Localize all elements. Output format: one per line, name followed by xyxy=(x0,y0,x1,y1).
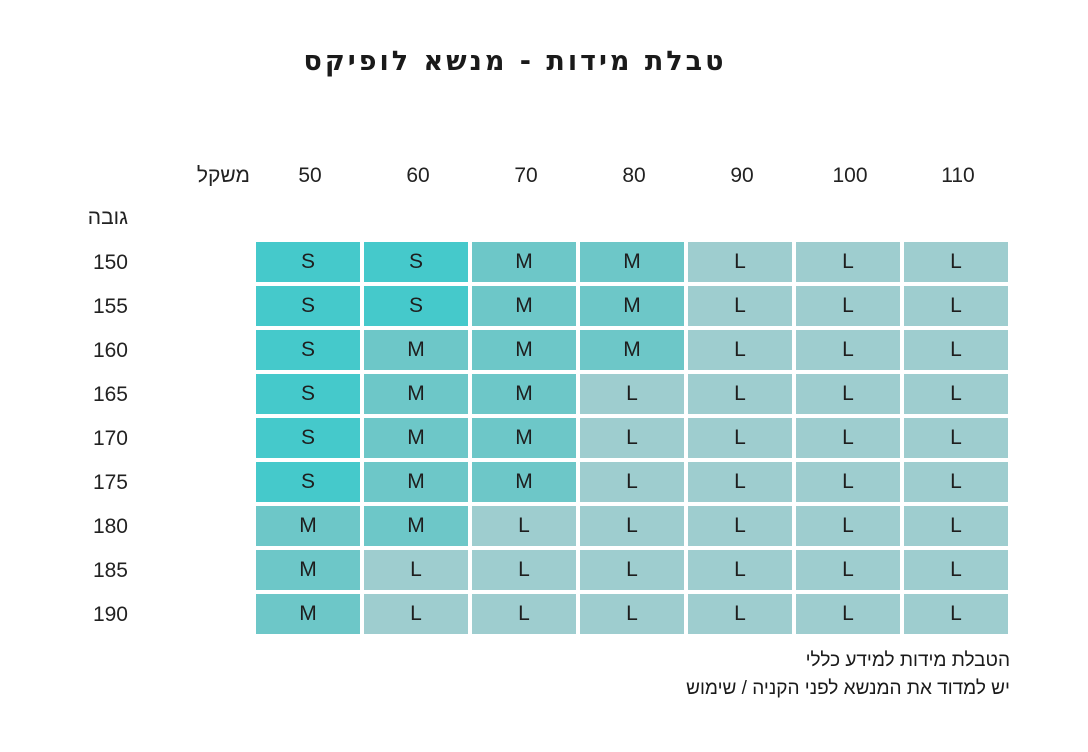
size-cell: L xyxy=(796,462,900,502)
page-title: טבלת מידות - מנשא לופיקס xyxy=(303,46,727,77)
size-cell: M xyxy=(364,462,468,502)
size-cell: S xyxy=(256,330,360,370)
size-cell: L xyxy=(472,506,576,546)
size-cell: M xyxy=(472,374,576,414)
size-cell: L xyxy=(796,594,900,634)
size-cell: L xyxy=(904,506,1008,546)
size-cell: L xyxy=(580,462,684,502)
weight-column-header: 50 xyxy=(298,164,322,187)
size-cell: M xyxy=(256,506,360,546)
size-cell: M xyxy=(580,242,684,282)
size-cell: L xyxy=(796,242,900,282)
size-cell: L xyxy=(472,550,576,590)
size-cell: L xyxy=(688,550,792,590)
weight-column-header: 60 xyxy=(406,164,430,187)
height-row-header: 155 xyxy=(92,295,128,318)
height-row-header: 180 xyxy=(92,515,128,538)
size-cell: L xyxy=(688,418,792,458)
size-cell: L xyxy=(688,374,792,414)
size-cell: L xyxy=(688,242,792,282)
weight-column-header: 80 xyxy=(622,164,646,187)
note-general-info: הטבלת מידות למידע כללי xyxy=(805,650,1010,671)
size-cell: M xyxy=(256,550,360,590)
size-cell: M xyxy=(472,286,576,326)
size-cell: M xyxy=(472,418,576,458)
size-cell: M xyxy=(256,594,360,634)
size-cell: L xyxy=(364,550,468,590)
size-cell: S xyxy=(364,242,468,282)
height-row-header: 160 xyxy=(92,339,128,362)
size-cell: L xyxy=(580,418,684,458)
height-row-header: 165 xyxy=(92,383,128,406)
size-cell: L xyxy=(904,418,1008,458)
weight-column-header: 90 xyxy=(730,164,754,187)
size-cell: M xyxy=(580,330,684,370)
size-cell: L xyxy=(688,594,792,634)
size-cell: L xyxy=(796,374,900,414)
size-cell: L xyxy=(796,506,900,546)
weight-column-header: 70 xyxy=(514,164,538,187)
size-cell: S xyxy=(256,286,360,326)
height-row-header: 190 xyxy=(92,603,128,626)
size-cell: L xyxy=(688,506,792,546)
size-cell: L xyxy=(904,286,1008,326)
weight-column-header: 100 xyxy=(832,164,868,187)
size-cell: M xyxy=(580,286,684,326)
height-row-header: 185 xyxy=(92,559,128,582)
size-cell: S xyxy=(256,462,360,502)
height-row-header: 175 xyxy=(92,471,128,494)
height-axis-label: גובה xyxy=(87,206,128,229)
size-cell: L xyxy=(796,550,900,590)
size-cell: L xyxy=(796,330,900,370)
size-cell: L xyxy=(688,286,792,326)
size-cell: L xyxy=(364,594,468,634)
size-cell: M xyxy=(364,374,468,414)
weight-column-header: 110 xyxy=(941,164,975,187)
size-cell: L xyxy=(904,550,1008,590)
size-cell: L xyxy=(688,462,792,502)
size-cell: L xyxy=(796,286,900,326)
size-cell: S xyxy=(256,418,360,458)
size-cell: L xyxy=(580,506,684,546)
size-cell: M xyxy=(364,418,468,458)
size-cell: L xyxy=(904,374,1008,414)
size-cell: L xyxy=(904,594,1008,634)
size-cell: M xyxy=(364,330,468,370)
size-cell: M xyxy=(472,462,576,502)
height-row-header: 150 xyxy=(92,251,128,274)
size-cell: L xyxy=(580,550,684,590)
size-cell: L xyxy=(796,418,900,458)
height-row-header: 170 xyxy=(92,427,128,450)
size-cell: M xyxy=(364,506,468,546)
size-cell: L xyxy=(472,594,576,634)
size-cell: S xyxy=(256,374,360,414)
size-cell: L xyxy=(904,242,1008,282)
size-cell: L xyxy=(580,374,684,414)
size-cell: M xyxy=(472,242,576,282)
weight-axis-label: משקל xyxy=(196,164,250,187)
size-cell: L xyxy=(904,462,1008,502)
size-cell: L xyxy=(688,330,792,370)
size-cell: M xyxy=(472,330,576,370)
note-measure-before-use: יש למדוד את המנשא לפני הקניה / שימוש xyxy=(686,678,1010,699)
size-cell: S xyxy=(256,242,360,282)
size-cell: S xyxy=(364,286,468,326)
size-cell: L xyxy=(580,594,684,634)
size-cell: L xyxy=(904,330,1008,370)
